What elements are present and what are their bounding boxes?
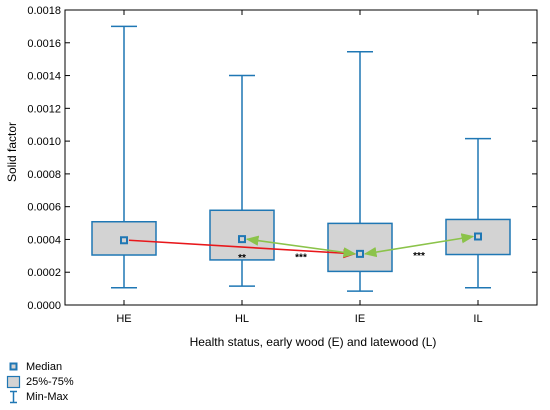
- y-tick-label: 0.0018: [27, 5, 61, 17]
- significance-label: **: [238, 253, 246, 264]
- x-tick-label: HE: [116, 313, 131, 325]
- significance-label: ***: [413, 251, 425, 262]
- whisker-icon: [10, 390, 17, 403]
- plot-frame: [64, 9, 538, 306]
- box-icon: [6, 375, 21, 388]
- y-tick-label: 0.0004: [27, 234, 61, 246]
- x-axis-title: Health status, early wood (E) and latewo…: [190, 335, 437, 349]
- legend-label-box: 25%-75%: [26, 375, 74, 388]
- legend: Median 25%-75% Min-Max: [6, 359, 74, 404]
- x-tick-label: HL: [235, 313, 249, 325]
- y-axis-title: Solid factor: [5, 122, 19, 182]
- y-tick-label: 0.0014: [27, 71, 61, 83]
- median-square-icon: [9, 362, 18, 370]
- iqr-box: [327, 222, 393, 273]
- x-tick-label: IL: [473, 313, 482, 325]
- y-tick-label: 0.0010: [27, 136, 61, 148]
- y-tick-label: 0.0008: [27, 169, 61, 181]
- y-tick-label: 0.0002: [27, 267, 61, 279]
- y-tick-label: 0.0000: [27, 300, 61, 312]
- median-marker: [120, 236, 128, 245]
- significance-arrow: [245, 235, 357, 258]
- significance-arrow: [363, 233, 475, 258]
- legend-item-median: Median: [6, 359, 74, 374]
- y-tick-label: 0.0016: [27, 38, 61, 50]
- median-marker: [474, 232, 482, 241]
- significance-label: ***: [295, 252, 307, 263]
- y-tick-label: 0.0012: [27, 103, 61, 115]
- legend-label-whisker: Min-Max: [26, 390, 69, 403]
- legend-label-median: Median: [26, 360, 63, 373]
- y-tick-label: 0.0006: [27, 202, 61, 214]
- median-marker: [356, 249, 364, 258]
- legend-item-whisker: Min-Max: [6, 389, 74, 404]
- x-tick-label: IE: [355, 313, 365, 325]
- legend-item-box: 25%-75%: [6, 374, 74, 389]
- median-marker: [238, 235, 246, 244]
